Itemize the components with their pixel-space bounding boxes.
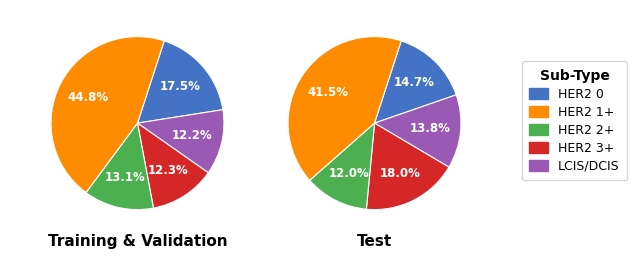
Wedge shape: [86, 123, 154, 210]
Text: 44.8%: 44.8%: [67, 91, 108, 104]
Text: 12.3%: 12.3%: [148, 164, 188, 177]
Wedge shape: [288, 37, 401, 180]
Legend: HER2 0, HER2 1+, HER2 2+, HER2 3+, LCIS/DCIS: HER2 0, HER2 1+, HER2 2+, HER2 3+, LCIS/…: [522, 62, 627, 180]
Title: Test: Test: [357, 234, 392, 249]
Text: 12.2%: 12.2%: [172, 129, 212, 142]
Wedge shape: [51, 37, 164, 193]
Wedge shape: [366, 123, 449, 210]
Text: 17.5%: 17.5%: [160, 80, 201, 93]
Text: 12.0%: 12.0%: [328, 167, 369, 180]
Text: 14.7%: 14.7%: [394, 77, 435, 89]
Wedge shape: [138, 110, 224, 173]
Title: Training & Validation: Training & Validation: [47, 234, 227, 249]
Wedge shape: [374, 95, 461, 167]
Text: 18.0%: 18.0%: [380, 167, 420, 180]
Wedge shape: [310, 123, 374, 209]
Text: 13.8%: 13.8%: [410, 122, 451, 135]
Wedge shape: [374, 41, 456, 123]
Wedge shape: [138, 123, 208, 208]
Text: 13.1%: 13.1%: [104, 171, 145, 184]
Text: 41.5%: 41.5%: [307, 86, 348, 99]
Wedge shape: [138, 41, 223, 123]
